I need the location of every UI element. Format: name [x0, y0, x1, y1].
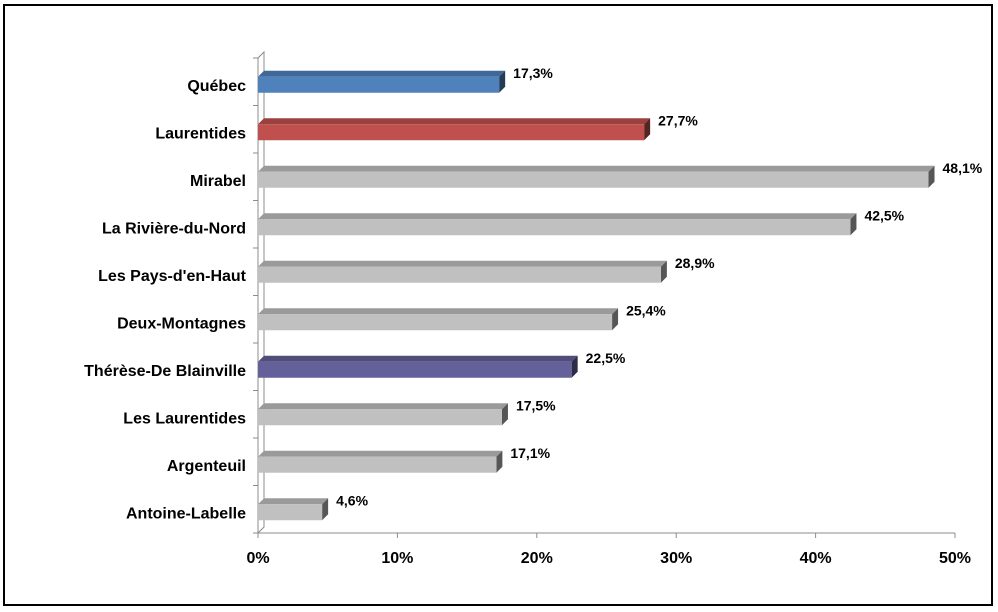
bar-end-face	[571, 355, 578, 378]
bar-value-label: 17,1%	[510, 445, 550, 461]
x-tick-label: 40%	[800, 550, 832, 567]
bar-top-face	[258, 213, 857, 220]
bar-value-label: 28,9%	[675, 255, 715, 271]
bar-top-face	[258, 355, 578, 362]
category-label: Les Pays-d'en-Haut	[98, 268, 247, 285]
bar-top-face	[258, 165, 935, 172]
bar-end-face	[499, 70, 506, 93]
bar-value-label: 25,4%	[626, 302, 666, 318]
category-label: Les Laurentides	[123, 410, 246, 427]
bar	[258, 314, 613, 331]
bar-top-face	[258, 308, 619, 315]
bar-value-label: 17,3%	[513, 65, 553, 81]
x-tick-label: 50%	[939, 550, 971, 567]
category-label: Deux-Montagnes	[117, 315, 246, 332]
bar-end-face	[928, 165, 935, 188]
category-label: Mirabel	[190, 173, 246, 190]
chart-frame	[3, 4, 993, 606]
bar	[258, 124, 645, 141]
bar-value-label: 42,5%	[864, 207, 904, 223]
bar	[258, 409, 502, 426]
bar-end-face	[496, 450, 503, 473]
bar	[258, 219, 851, 236]
bar-value-label: 4,6%	[336, 492, 368, 508]
bar	[258, 456, 497, 473]
category-label: Antoine-Labelle	[126, 505, 246, 522]
bar	[258, 171, 929, 188]
bar-end-face	[644, 118, 651, 141]
x-tick-label: 30%	[660, 550, 692, 567]
bar-top-face	[258, 70, 506, 77]
category-label: Argenteuil	[167, 458, 246, 475]
x-tick-label: 10%	[381, 550, 413, 567]
bar-value-label: 48,1%	[943, 160, 983, 176]
bar-end-face	[322, 498, 329, 521]
bar	[258, 504, 323, 521]
bar-end-face	[850, 213, 857, 236]
bar-end-face	[612, 308, 619, 331]
category-label: La Rivière-du-Nord	[102, 220, 246, 237]
bar-top-face	[258, 498, 329, 505]
bar-top-face	[258, 118, 651, 125]
x-tick-label: 0%	[246, 550, 269, 567]
x-tick-label: 20%	[521, 550, 553, 567]
bar-end-face	[501, 403, 508, 426]
bar-top-face	[258, 403, 508, 410]
bar	[258, 76, 500, 93]
category-label: Thérèse-De Blainville	[84, 363, 246, 380]
bar	[258, 361, 572, 378]
bar	[258, 266, 661, 283]
bar-top-face	[258, 260, 667, 267]
bar-top-face	[258, 450, 503, 457]
bar-end-face	[660, 260, 667, 283]
bar-value-label: 17,5%	[516, 397, 556, 413]
category-label: Québec	[187, 78, 246, 95]
category-label: Laurentides	[155, 125, 246, 142]
bar-value-label: 22,5%	[586, 350, 626, 366]
bar-value-label: 27,7%	[658, 112, 698, 128]
